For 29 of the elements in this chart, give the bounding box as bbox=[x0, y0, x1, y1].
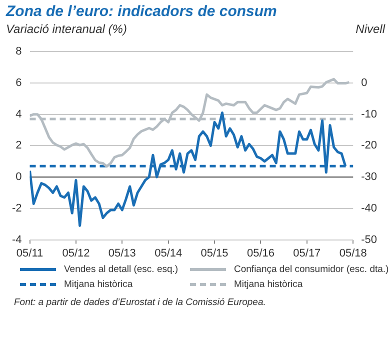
text: Font: a partir de dades d’Eurostat i de la Comissió Europea. bbox=[13, 296, 267, 308]
y2-tick-label: 0 bbox=[361, 77, 368, 89]
y2-tick-label: -20 bbox=[361, 140, 378, 152]
y-tick-label: 8 bbox=[16, 46, 22, 58]
y-tick-label: 2 bbox=[16, 140, 22, 152]
y-tick-label: -4 bbox=[12, 234, 22, 246]
y-tick-label: 6 bbox=[16, 77, 22, 89]
x-tick-label: 05/11 bbox=[16, 247, 44, 260]
chart-title: Zona de l’euro: indicadors de consum bbox=[4, 2, 278, 22]
y2-tick-label: -30 bbox=[361, 171, 378, 184]
x-tick-label: 05/16 bbox=[246, 247, 274, 260]
legend-label: Confiança del consumidor (esc. dta.) bbox=[234, 264, 389, 275]
y2-tick-label: -50 bbox=[361, 234, 378, 246]
y2-axis-title: Nivell bbox=[356, 22, 385, 37]
y-axis-title: Variació interanual (%) bbox=[6, 22, 127, 37]
y-tick-label: 0 bbox=[16, 171, 22, 184]
x-tick-label: 05/15 bbox=[200, 247, 228, 260]
legend-label: Vendes al detall (esc. esq.) bbox=[64, 264, 178, 275]
x-tick-label: 05/17 bbox=[293, 247, 321, 260]
x-tick-label: 05/14 bbox=[154, 247, 182, 260]
legend-label: Mitjana històrica bbox=[234, 279, 303, 290]
x-tick-label: 05/18 bbox=[339, 247, 367, 260]
y2-tick-label: -10 bbox=[361, 108, 378, 120]
y-tick-label: -2 bbox=[12, 202, 22, 214]
y2-tick-label: -40 bbox=[361, 202, 378, 214]
legend-label: Mitjana històrica bbox=[64, 279, 133, 290]
x-tick-label: 05/13 bbox=[108, 247, 136, 260]
y-tick-label: 4 bbox=[16, 108, 22, 120]
x-tick-label: 05/12 bbox=[62, 247, 90, 260]
